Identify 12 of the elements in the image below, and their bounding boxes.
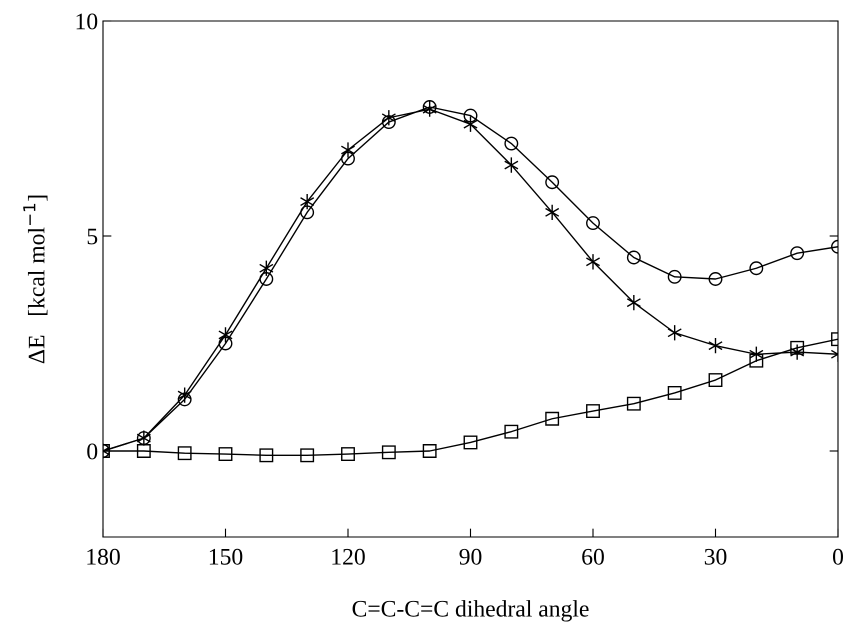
- x-axis-title: C=C-C=C dihedral angle: [352, 600, 589, 622]
- x-tick-label: 150: [210, 548, 242, 565]
- x-tick-label: 60: [582, 548, 604, 565]
- x-tick-label: 90: [459, 548, 482, 565]
- x-tick-label: 0: [832, 548, 844, 565]
- x-tick-label: 120: [332, 548, 365, 565]
- y-tick-label: 5: [88, 228, 98, 244]
- x-tick-label: 30: [704, 548, 726, 565]
- x-tick-label: 180: [87, 548, 120, 565]
- y-tick-label: 10: [76, 13, 98, 30]
- y-tick-label: 0: [87, 443, 98, 460]
- y-axis-title: ΔE [kcal mol$^{−1}$]: [23, 196, 48, 364]
